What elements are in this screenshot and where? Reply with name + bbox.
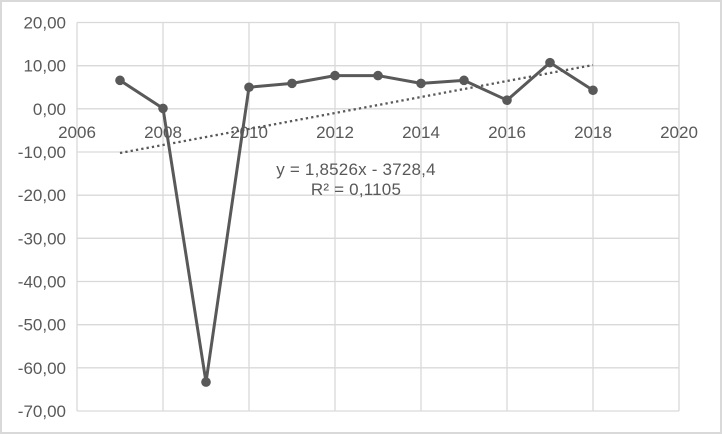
y-axis-tick-label: -20,00 xyxy=(18,186,66,205)
x-axis-tick-label: 2020 xyxy=(660,123,698,142)
trendline-equation: y = 1,8526x - 3728,4 xyxy=(276,160,436,179)
y-axis-tick-label: -40,00 xyxy=(18,273,66,292)
y-axis-tick-label: -50,00 xyxy=(18,316,66,335)
data-point-marker xyxy=(201,377,211,387)
x-axis-tick-label: 2018 xyxy=(574,123,612,142)
y-axis-tick-label: 0,00 xyxy=(33,100,66,119)
y-axis-tick-label: -60,00 xyxy=(18,359,66,378)
data-point-marker xyxy=(330,70,340,81)
data-point-marker xyxy=(545,57,555,68)
x-axis-tick-label: 2014 xyxy=(402,123,440,142)
data-point-marker xyxy=(158,103,168,114)
data-point-marker xyxy=(373,70,383,81)
x-axis-tick-label: 2006 xyxy=(58,123,96,142)
gridlines xyxy=(76,21,680,412)
x-axis-tick-label: 2012 xyxy=(316,123,354,142)
y-axis-tick-label: 20,00 xyxy=(23,14,66,33)
data-point-marker xyxy=(588,85,598,96)
y-axis-tick-label: 10,00 xyxy=(23,57,66,76)
data-series-line xyxy=(118,61,595,384)
trendline-r-squared: R² = 0,1105 xyxy=(310,180,402,199)
data-point-marker xyxy=(115,75,125,86)
x-axis-tick-label: 2016 xyxy=(488,123,526,142)
data-point-marker xyxy=(416,78,426,89)
trendline xyxy=(119,63,594,155)
trendline-label[interactable]: y = 1,8526x - 3728,4 R² = 0,1105 xyxy=(246,160,466,200)
data-point-marker xyxy=(459,75,469,86)
data-point-marker xyxy=(244,82,254,93)
y-axis-tick-label: -10,00 xyxy=(18,143,66,162)
y-axis-tick-label: -30,00 xyxy=(18,229,66,248)
y-axis-tick-label: -70,00 xyxy=(18,402,66,421)
data-point-marker xyxy=(502,95,512,105)
x-axis-tick-label: 2008 xyxy=(144,123,182,142)
data-point-marker xyxy=(287,78,297,89)
x-axis-tick-label: 2010 xyxy=(230,123,268,142)
